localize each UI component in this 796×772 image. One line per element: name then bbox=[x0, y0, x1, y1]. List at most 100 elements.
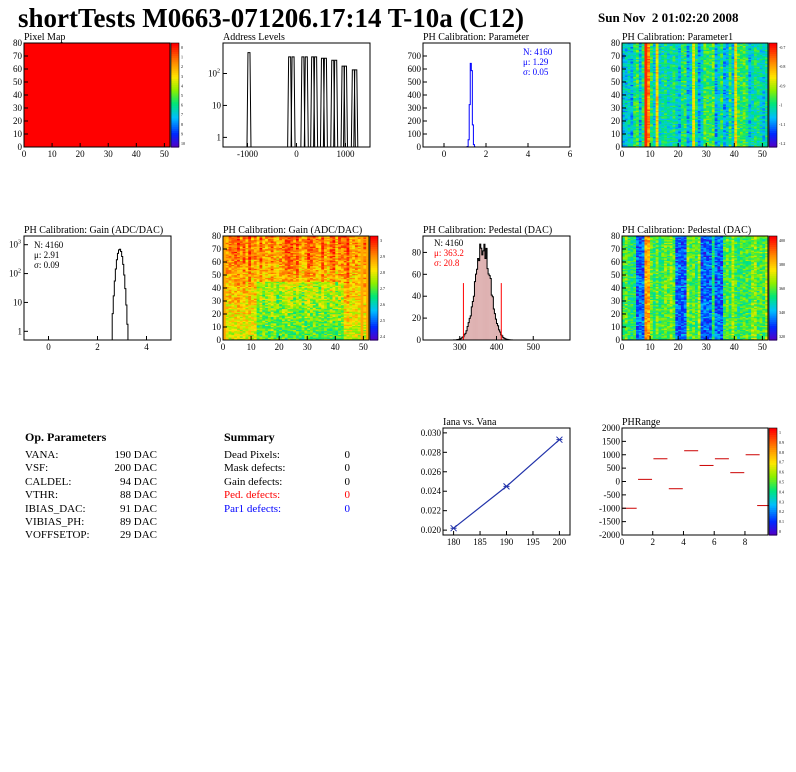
heatmap-cell bbox=[636, 46, 640, 49]
heatmap-cell bbox=[228, 323, 232, 325]
heatmap-cell bbox=[239, 327, 243, 329]
heatmap-cell bbox=[630, 85, 634, 88]
heatmap-cell bbox=[756, 124, 760, 127]
heatmap-cell bbox=[636, 87, 640, 89]
heatmap-cell bbox=[627, 59, 631, 62]
heatmap-cell bbox=[762, 89, 766, 92]
heatmap-cell bbox=[692, 89, 696, 92]
heatmap-cell bbox=[734, 110, 738, 113]
heatmap-cell bbox=[228, 293, 232, 295]
heatmap-cell bbox=[664, 109, 668, 111]
heatmap-cell bbox=[624, 59, 628, 62]
heatmap-cell bbox=[739, 137, 744, 140]
heatmap-cell bbox=[745, 127, 749, 130]
heatmap-cell bbox=[650, 80, 654, 83]
heatmap-cell bbox=[228, 246, 232, 248]
heatmap-cell bbox=[678, 108, 682, 110]
heatmap-cell bbox=[756, 89, 760, 92]
heatmap-cell bbox=[723, 135, 727, 137]
heatmap-cell bbox=[709, 141, 713, 144]
heatmap-cell bbox=[633, 137, 637, 140]
heatmap-cell bbox=[630, 97, 634, 100]
heatmap-cell bbox=[622, 92, 626, 94]
heatmap-cell bbox=[706, 59, 710, 62]
heatmap-cell bbox=[753, 57, 758, 59]
heatmap-cell bbox=[706, 111, 710, 114]
heatmap-cell bbox=[725, 105, 729, 107]
heatmap-cell bbox=[745, 84, 749, 87]
heatmap-cell bbox=[239, 289, 243, 291]
heatmap-cell bbox=[641, 49, 645, 52]
heatmap-cell bbox=[709, 48, 713, 50]
heatmap-cell bbox=[658, 115, 662, 118]
heatmap-cell bbox=[734, 78, 738, 80]
heatmap-cell bbox=[644, 134, 648, 136]
heatmap-cell bbox=[622, 126, 626, 128]
heatmap-cell bbox=[751, 132, 755, 135]
heatmap-cell bbox=[641, 88, 645, 91]
heatmap-cell bbox=[745, 139, 749, 141]
heatmap-cell bbox=[728, 101, 732, 104]
heatmap-cell bbox=[742, 72, 746, 75]
heatmap-cell bbox=[700, 65, 704, 67]
heatmap-cell bbox=[759, 91, 763, 93]
heatmap-cell bbox=[664, 97, 668, 100]
heatmap-cell bbox=[661, 115, 665, 118]
heatmap-cell bbox=[223, 315, 227, 317]
palette-cell bbox=[769, 80, 777, 84]
heatmap-cell bbox=[652, 98, 656, 101]
heatmap-cell bbox=[633, 56, 637, 58]
heatmap-cell bbox=[742, 63, 746, 66]
heatmap-cell bbox=[689, 69, 693, 71]
heatmap-cell bbox=[734, 106, 738, 109]
heatmap-cell bbox=[666, 143, 671, 145]
heatmap-cell bbox=[225, 307, 229, 310]
heatmap-cell bbox=[728, 127, 732, 130]
heatmap-cell bbox=[709, 114, 713, 117]
heatmap-cell bbox=[731, 123, 735, 126]
heatmap-cell bbox=[731, 113, 735, 115]
heatmap-cell bbox=[692, 143, 696, 145]
heatmap-cell bbox=[706, 117, 710, 119]
heatmap-cell bbox=[737, 135, 741, 137]
heatmap-cell bbox=[680, 89, 685, 92]
heatmap-cell bbox=[714, 132, 718, 135]
heatmap-cell bbox=[636, 102, 640, 105]
heatmap-cell bbox=[678, 118, 682, 120]
heatmap-cell bbox=[765, 56, 769, 58]
heatmap-cell bbox=[644, 89, 648, 92]
heatmap-cell bbox=[689, 119, 693, 122]
heatmap-cell bbox=[622, 52, 626, 54]
heatmap-cell bbox=[728, 46, 732, 49]
heatmap-cell bbox=[709, 63, 713, 66]
heatmap-cell bbox=[692, 124, 696, 127]
palette-frame bbox=[170, 42, 180, 148]
heatmap-cell bbox=[711, 134, 715, 136]
heatmap-cell bbox=[678, 58, 682, 61]
heatmap-cell bbox=[675, 49, 679, 52]
heatmap-cell bbox=[636, 123, 640, 126]
heatmap-cell bbox=[650, 79, 654, 81]
heatmap-cell bbox=[234, 241, 238, 243]
heatmap-cell bbox=[753, 67, 758, 70]
heatmap-cell bbox=[748, 114, 752, 117]
palette-cell bbox=[171, 65, 179, 69]
heatmap-cell bbox=[633, 83, 637, 85]
heatmap-cell bbox=[664, 44, 668, 46]
heatmap-cell bbox=[672, 44, 676, 46]
heatmap-cell bbox=[624, 58, 628, 61]
heatmap-cell bbox=[765, 76, 769, 79]
heatmap-cell bbox=[728, 74, 732, 76]
heatmap-cell bbox=[223, 298, 227, 300]
heatmap-cell bbox=[669, 59, 673, 62]
heatmap-cell bbox=[737, 49, 741, 52]
heatmap-cell bbox=[751, 56, 755, 58]
heatmap-cell bbox=[695, 98, 699, 101]
heatmap-cell bbox=[692, 105, 696, 107]
heatmap-cell bbox=[739, 61, 744, 63]
heatmap-cell bbox=[723, 75, 727, 78]
heatmap-cell bbox=[225, 245, 229, 247]
heatmap-cell bbox=[672, 76, 676, 79]
heatmap-cell bbox=[680, 123, 685, 126]
palette-cell bbox=[769, 92, 777, 96]
